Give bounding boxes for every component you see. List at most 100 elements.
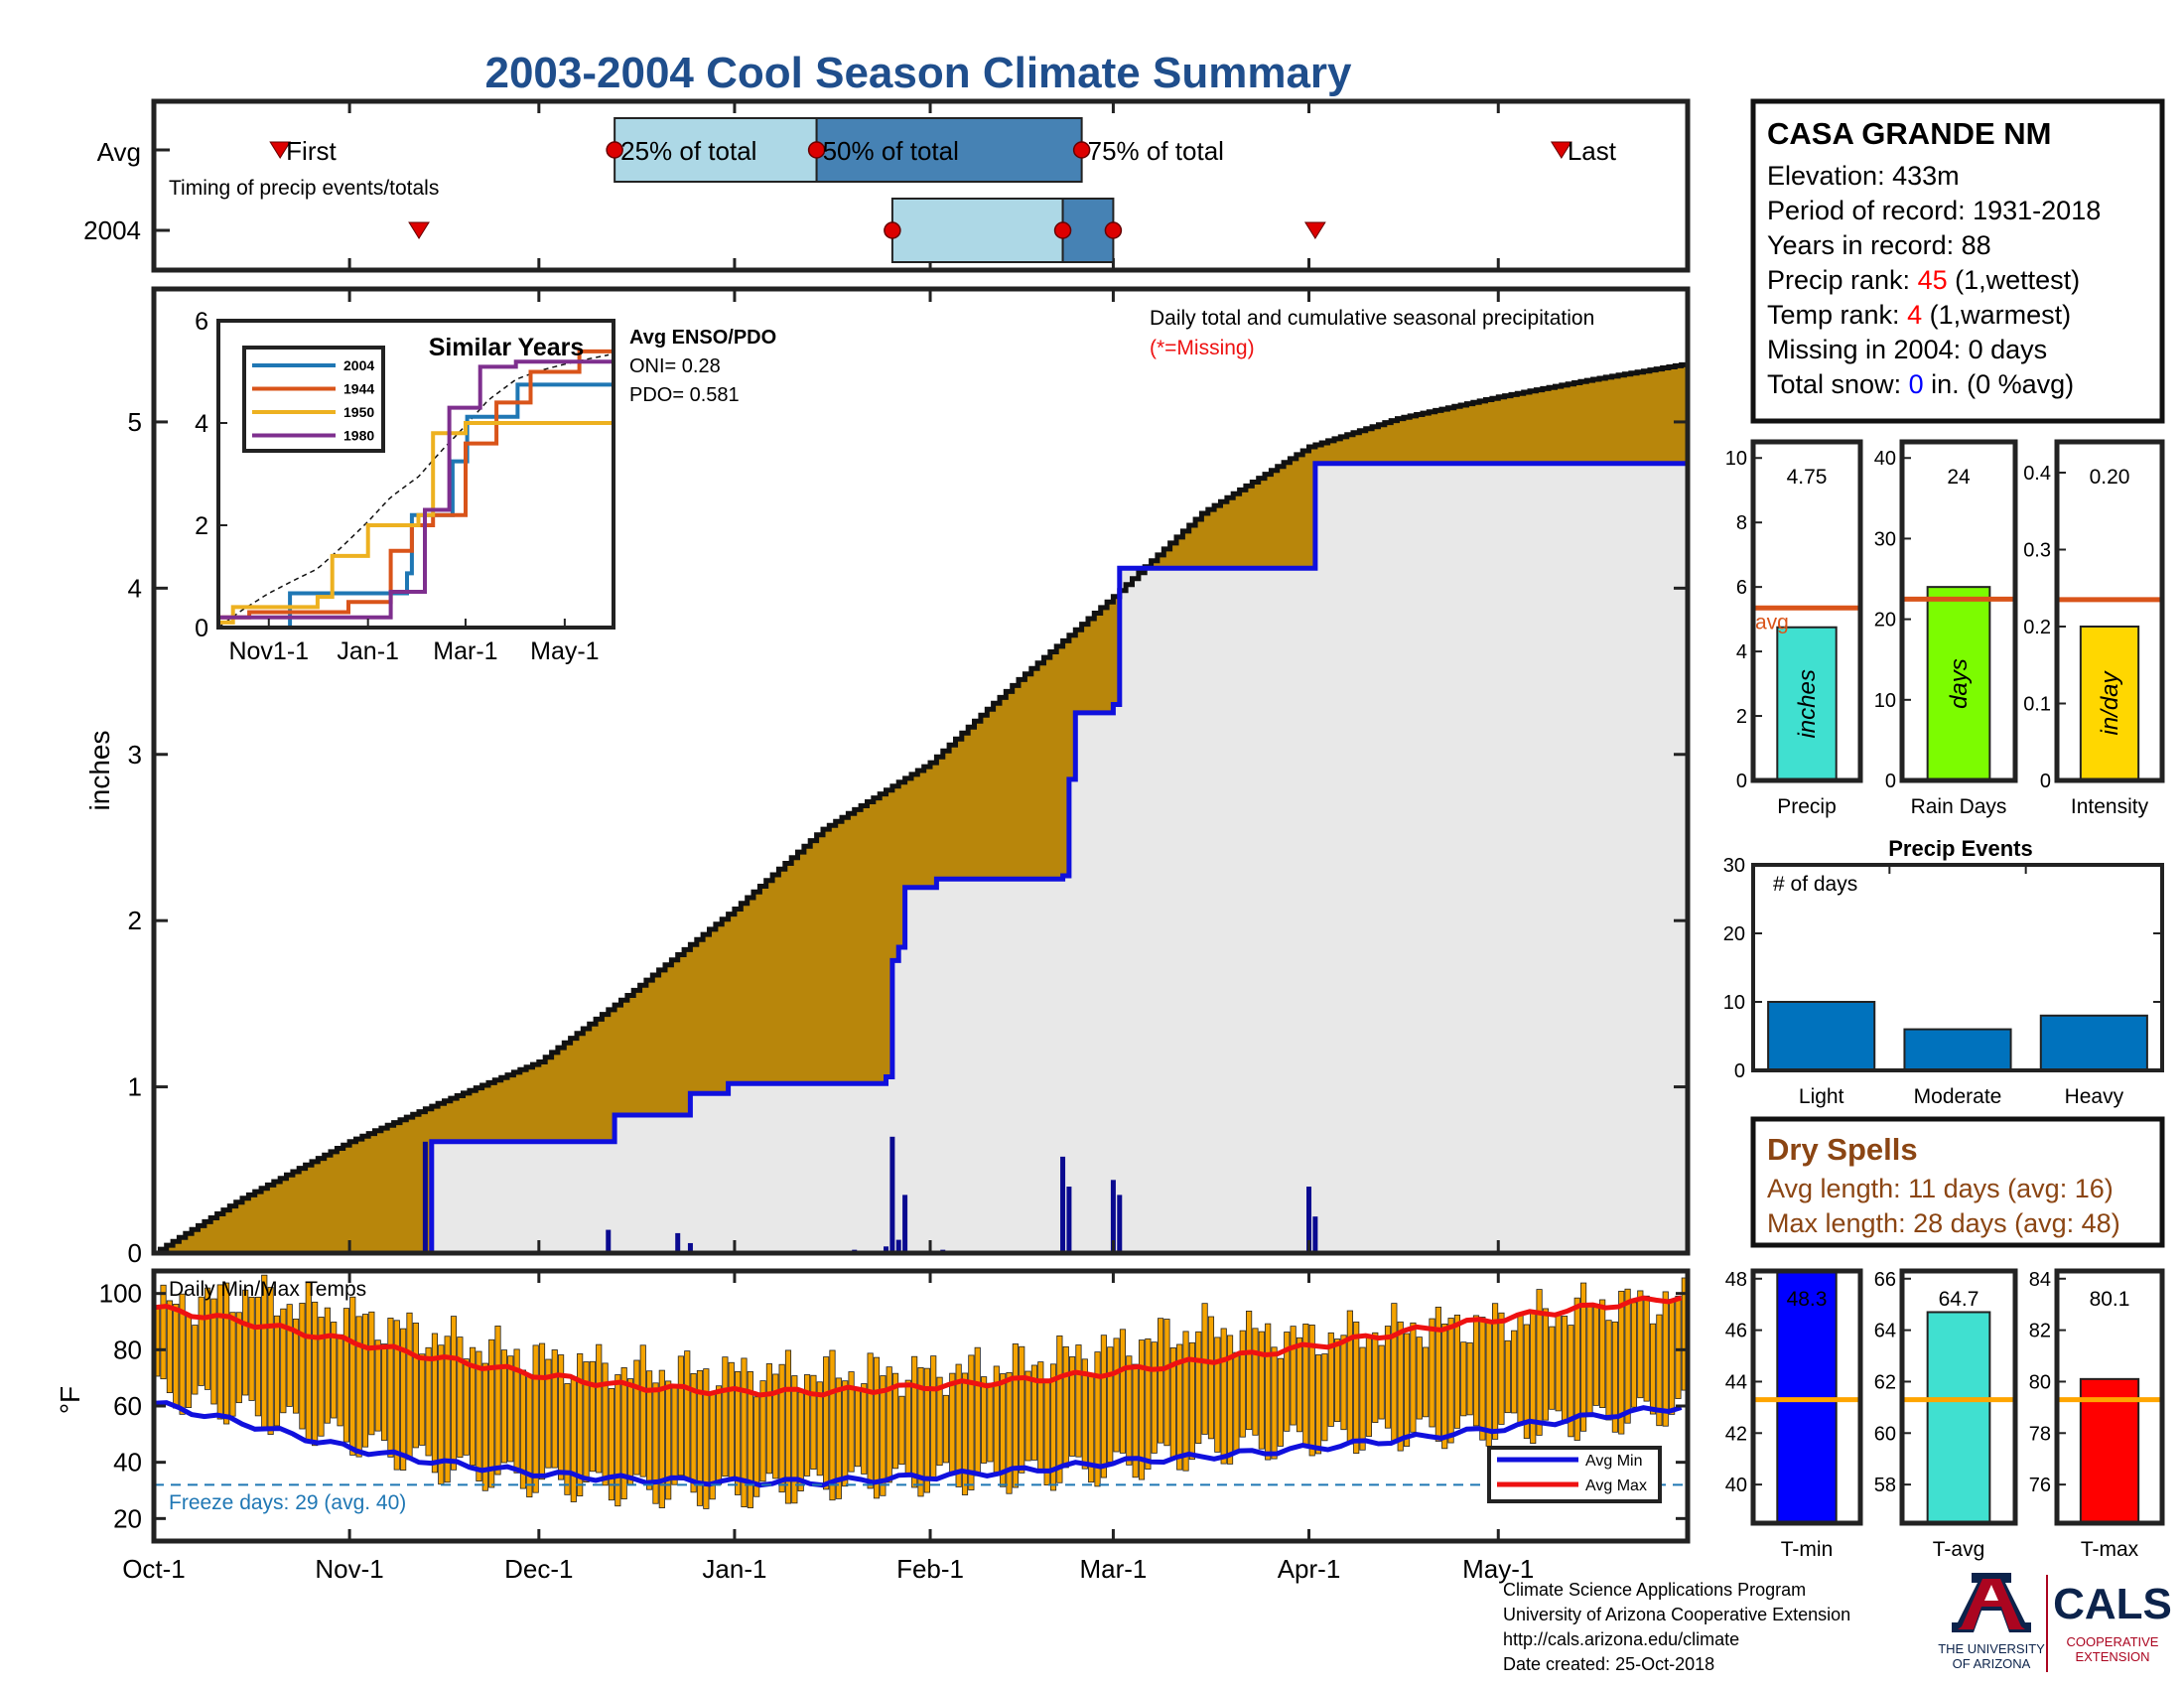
2004-box-25-50 bbox=[890, 198, 1064, 263]
daily-precip-bar bbox=[902, 1195, 908, 1253]
daily-precip-bar bbox=[1060, 1156, 1066, 1253]
avg-min-line bbox=[153, 1400, 1683, 1488]
tmin-label: T-min bbox=[1781, 1538, 1834, 1561]
date-axis-label: Apr-1 bbox=[1278, 1554, 1341, 1584]
2004-endpoint-marker bbox=[1303, 221, 1326, 239]
daily-temp-bar bbox=[248, 1297, 255, 1401]
daily-temp-bar bbox=[1290, 1326, 1297, 1426]
days-label: Rain Days bbox=[1911, 795, 2007, 818]
ua-a-icon bbox=[1952, 1573, 2031, 1632]
daily-temp-bar bbox=[1138, 1339, 1146, 1480]
daily-temp-bar bbox=[955, 1363, 962, 1487]
daily-temp-bar bbox=[1618, 1290, 1625, 1435]
daily-temp-bar bbox=[470, 1346, 477, 1467]
timing-subtitle: Timing of precip events/totals bbox=[169, 177, 439, 200]
daily-temp-bar bbox=[1075, 1344, 1082, 1458]
daily-temp-bar bbox=[633, 1359, 640, 1476]
daily-temp-bar bbox=[722, 1356, 729, 1477]
daily-temp-bar bbox=[337, 1334, 343, 1427]
main-ytick-label: 3 bbox=[128, 740, 142, 770]
timing-panel: Avg 2004 First 25% of total 50% of total 75… bbox=[83, 98, 1691, 273]
daily-temp-bar bbox=[1132, 1363, 1139, 1478]
daily-temp-bar bbox=[1611, 1321, 1618, 1433]
intensity-ytick-label: 0.2 bbox=[2023, 617, 2051, 638]
2004-quartile-marker bbox=[1053, 221, 1072, 239]
events-ytick-label: 20 bbox=[1723, 923, 1745, 945]
daily-temp-bar bbox=[374, 1339, 381, 1432]
cals-sub-2: EXTENSION bbox=[2075, 1649, 2149, 1664]
daily-temp-bar bbox=[1479, 1317, 1486, 1441]
daily-temp-bar bbox=[823, 1356, 830, 1490]
events-ytick-label: 0 bbox=[1734, 1060, 1745, 1082]
daily-temp-bar bbox=[703, 1368, 710, 1509]
ua-line-1: THE UNIVERSITY bbox=[1938, 1641, 2045, 1656]
inset-series-line-1980 bbox=[218, 346, 615, 620]
main-ytick-label: 5 bbox=[128, 407, 142, 437]
daily-temp-bar bbox=[715, 1385, 723, 1485]
tavg-ytick-label: 62 bbox=[1874, 1371, 1896, 1393]
daily-temp-bar bbox=[312, 1301, 319, 1447]
daily-temp-bar bbox=[400, 1328, 407, 1471]
daily-temp-bar bbox=[778, 1363, 785, 1493]
2004-cumulative-fill bbox=[154, 463, 1688, 1253]
daily-temp-bar bbox=[684, 1350, 691, 1479]
station-frame bbox=[1750, 98, 2165, 424]
daily-temp-bar bbox=[299, 1303, 306, 1430]
daily-temp-bar bbox=[886, 1366, 892, 1483]
daily-temp-bar bbox=[1517, 1315, 1524, 1426]
tmin-ytick-label: 48 bbox=[1725, 1269, 1747, 1291]
daily-temp-bar bbox=[1536, 1289, 1543, 1436]
tmin-ytick-label: 42 bbox=[1725, 1423, 1747, 1445]
daily-temp-bar bbox=[1024, 1370, 1031, 1462]
daily-temp-bar bbox=[1523, 1324, 1530, 1440]
daily-temp-bar bbox=[589, 1360, 596, 1473]
avg-endpoint-marker bbox=[269, 141, 292, 159]
precip-label: Precip bbox=[1777, 795, 1837, 818]
daily-temp-bar bbox=[393, 1320, 400, 1471]
daily-temp-bar bbox=[1397, 1321, 1404, 1452]
precip-bar bbox=[1776, 626, 1838, 781]
main-annotation: Daily total and cumulative seasonal prec… bbox=[1150, 307, 1594, 330]
daily-temp-bar bbox=[387, 1318, 394, 1458]
daily-temp-bar bbox=[1669, 1299, 1676, 1415]
daily-temp-bar bbox=[1378, 1344, 1385, 1420]
daily-temp-bar bbox=[280, 1308, 287, 1414]
temp-label: Daily Min/Max Temps bbox=[169, 1278, 366, 1301]
daily-temp-bar bbox=[1492, 1303, 1499, 1440]
inset-series-line-1950 bbox=[218, 417, 615, 625]
daily-temp-bar bbox=[273, 1315, 281, 1427]
daily-temp-bar bbox=[1675, 1296, 1682, 1399]
daily-temp-bar bbox=[816, 1381, 823, 1477]
daily-temp-bar bbox=[741, 1357, 748, 1507]
daily-temp-bar bbox=[166, 1300, 173, 1394]
daily-temp-bar bbox=[1346, 1310, 1353, 1445]
timing-row-label-avg: Avg bbox=[97, 137, 141, 167]
ua-line-2: OF ARIZONA bbox=[1953, 1656, 2031, 1671]
tmin-ytick-label: 40 bbox=[1725, 1475, 1747, 1496]
ua-logo: THE UNIVERSITY OF ARIZONA bbox=[1938, 1573, 2045, 1671]
daily-temp-bar bbox=[444, 1336, 451, 1483]
daily-temp-bar bbox=[1637, 1290, 1644, 1399]
timing-label-first: First bbox=[286, 136, 337, 166]
daily-temp-bar bbox=[620, 1367, 627, 1500]
tavg-ytick-label: 58 bbox=[1874, 1475, 1896, 1496]
freeze-days-text: Freeze days: 29 (avg. 40) bbox=[169, 1491, 406, 1514]
daily-temp-bar bbox=[1069, 1356, 1076, 1457]
station-info-box: CASA GRANDE NM Elevation: 433m Period of… bbox=[1750, 98, 2165, 424]
daily-temp-bar bbox=[923, 1367, 930, 1493]
daily-temp-bar bbox=[1549, 1326, 1556, 1410]
daily-temp-bar bbox=[292, 1318, 300, 1414]
daily-temp-bar bbox=[532, 1344, 539, 1493]
events-ylabel: # of days bbox=[1773, 873, 1857, 896]
daily-temp-bar bbox=[735, 1370, 742, 1495]
daily-temp-bar bbox=[1466, 1341, 1473, 1416]
daily-temp-bar bbox=[987, 1382, 994, 1463]
station-missing: Missing in 2004: 0 days bbox=[1767, 335, 2047, 364]
daily-temp-bar bbox=[1662, 1291, 1669, 1427]
timing-label-25: 25% of total bbox=[620, 136, 756, 166]
ua-a-counter bbox=[1984, 1585, 1998, 1601]
daily-temp-bar bbox=[179, 1293, 186, 1415]
daily-temp-bar bbox=[1284, 1332, 1291, 1432]
